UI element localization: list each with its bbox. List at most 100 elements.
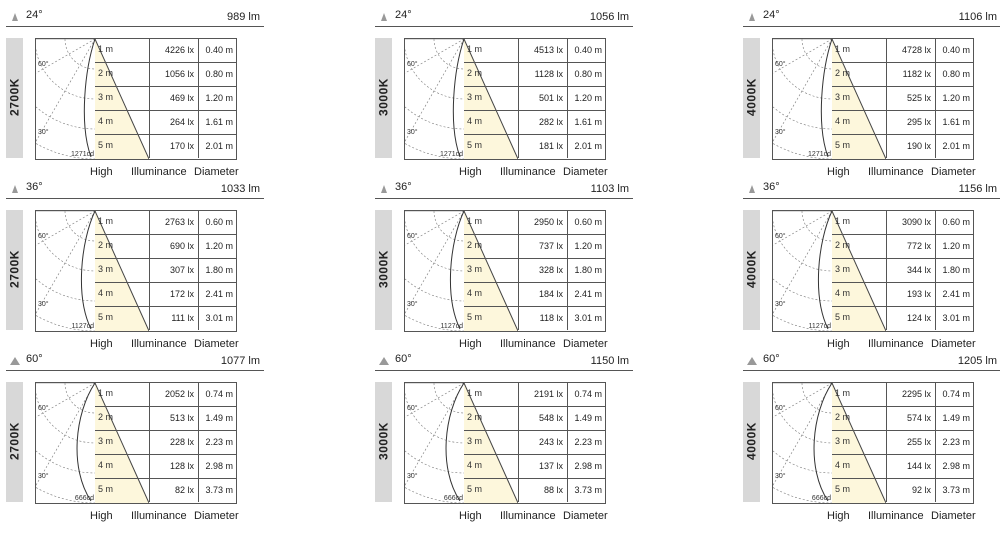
polar-diagram: 60° 30° 1271cd <box>773 39 833 159</box>
beam-panel: 24° 989 lm 2700K 60° 30° 1271cd 1 m 4226 lx 0.40… <box>6 8 268 178</box>
diameter-value: 1.49 m <box>567 407 605 430</box>
polar-diagram: 60° 30° 1127cd <box>773 211 833 331</box>
table-row: 5 m 118 lx 3.01 m <box>464 307 605 330</box>
polar-grid-ray <box>773 383 833 418</box>
illuminance-value: 737 lx <box>518 235 567 258</box>
polar-grid-arc <box>773 391 833 444</box>
panel-header: 36° 1033 lm <box>6 180 264 199</box>
table-row: 1 m 2191 lx 0.74 m <box>464 383 605 407</box>
cct-tag: 4000K <box>743 38 760 158</box>
cct-label: 4000K <box>744 250 759 288</box>
intensity-curve <box>820 39 833 158</box>
distance-label: 3 m <box>835 264 851 274</box>
table-row: 2 m 1128 lx 0.80 m <box>464 63 605 87</box>
footer-high-label: High <box>827 166 850 178</box>
table-row: 5 m 170 lx 2.01 m <box>95 135 236 158</box>
illuminance-value: 469 lx <box>149 87 198 110</box>
polar-grid-ray <box>773 39 833 74</box>
table-row: 2 m 548 lx 1.49 m <box>464 407 605 431</box>
table-row: 1 m 4513 lx 0.40 m <box>464 39 605 63</box>
diameter-value: 0.40 m <box>567 39 605 62</box>
beam-angle: 36° <box>763 181 780 193</box>
peak-intensity: 1271cd <box>71 151 94 158</box>
intensity-curve <box>449 211 465 330</box>
diameter-value: 2.23 m <box>935 431 973 454</box>
table-row: 1 m 4728 lx 0.40 m <box>832 39 973 63</box>
polar-grid-arc <box>773 487 833 503</box>
illuminance-value: 1128 lx <box>518 63 567 86</box>
beam-angle-icon <box>12 185 18 193</box>
light-cone <box>464 383 518 503</box>
diameter-value: 3.01 m <box>935 307 973 330</box>
distance-label: 4 m <box>835 116 851 126</box>
diameter-value: 1.80 m <box>198 259 236 282</box>
table-row: 3 m 255 lx 2.23 m <box>832 431 973 455</box>
panel-header: 60° 1205 lm <box>743 352 1000 371</box>
beam-angle: 60° <box>26 353 43 365</box>
peak-intensity: 1127cd <box>809 323 832 330</box>
footer-diameter-label: Diameter <box>563 338 608 350</box>
diameter-value: 1.61 m <box>935 111 973 134</box>
lumen-output: 1205 lm <box>957 355 997 367</box>
polar-grid-arc <box>36 219 96 272</box>
cone-edge <box>832 211 886 331</box>
photometric-box: 60° 30° 1127cd 1 m 2763 lx 0.60 m 2 m 690 lx 1.2… <box>35 210 237 332</box>
table-row: 4 m 172 lx 2.41 m <box>95 283 236 307</box>
table-row: 3 m 525 lx 1.20 m <box>832 87 973 111</box>
illuminance-value: 4513 lx <box>518 39 567 62</box>
lumen-output: 1056 lm <box>589 11 629 23</box>
light-cone <box>95 211 149 331</box>
diameter-value: 0.74 m <box>935 383 973 406</box>
illuminance-value: 501 lx <box>518 87 567 110</box>
illuminance-value: 264 lx <box>149 111 198 134</box>
table-row: 3 m 501 lx 1.20 m <box>464 87 605 111</box>
beam-panel: 60° 1150 lm 3000K 60° 30° 666cd 1 m 2191 lx 0.74… <box>375 352 637 522</box>
polar-grid-ray <box>36 211 96 314</box>
cone-edge <box>95 39 149 159</box>
illuminance-value: 772 lx <box>886 235 935 258</box>
illuminance-value: 4728 lx <box>886 39 935 62</box>
table-row: 4 m 144 lx 2.98 m <box>832 455 973 479</box>
beam-panel: 36° 1156 lm 4000K 60° 30° 1127cd 1 m 3090 lx 0.6… <box>743 180 1000 350</box>
panel-header: 60° 1150 lm <box>375 352 633 371</box>
polar-angle-label: 30° <box>407 300 418 308</box>
diameter-value: 0.40 m <box>935 39 973 62</box>
diameter-value: 3.73 m <box>567 479 605 502</box>
distance-label: 5 m <box>467 484 483 494</box>
illuminance-value: 137 lx <box>518 455 567 478</box>
diameter-value: 0.74 m <box>567 383 605 406</box>
beam-panel: 60° 1077 lm 2700K 60° 30° 666cd 1 m 2052 lx 0.74… <box>6 352 268 522</box>
diameter-value: 2.98 m <box>198 455 236 478</box>
footer-diameter-label: Diameter <box>931 338 976 350</box>
distance-label: 3 m <box>467 436 483 446</box>
illuminance-value: 574 lx <box>886 407 935 430</box>
distance-label: 5 m <box>467 140 483 150</box>
lumen-output: 1156 lm <box>958 183 997 195</box>
distance-label: 2 m <box>98 240 114 250</box>
diameter-value: 1.61 m <box>198 111 236 134</box>
diameter-value: 1.20 m <box>567 87 605 110</box>
table-row: 2 m 1056 lx 0.80 m <box>95 63 236 87</box>
diameter-value: 3.73 m <box>198 479 236 502</box>
cct-tag: 4000K <box>743 210 760 330</box>
footer-high-label: High <box>459 166 482 178</box>
table-row: 5 m 190 lx 2.01 m <box>832 135 973 158</box>
polar-grid-arc <box>405 106 465 130</box>
distance-label: 1 m <box>835 388 851 398</box>
footer-illuminance-label: Illuminance <box>868 166 924 178</box>
polar-angle-label: 60° <box>775 60 786 68</box>
beam-panel: 24° 1056 lm 3000K 60° 30° 1271cd 1 m 4513 lx 0.4… <box>375 8 637 178</box>
illuminance-value: 255 lx <box>886 431 935 454</box>
diameter-value: 2.41 m <box>935 283 973 306</box>
diameter-value: 2.23 m <box>198 431 236 454</box>
polar-diagram: 60° 30° 666cd <box>36 383 96 503</box>
illuminance-value: 2950 lx <box>518 211 567 234</box>
polar-grid-arc <box>405 315 465 331</box>
distance-label: 3 m <box>835 92 851 102</box>
cct-label: 4000K <box>744 78 759 116</box>
diameter-value: 2.41 m <box>567 283 605 306</box>
diameter-value: 1.20 m <box>198 235 236 258</box>
polar-grid-ray <box>36 383 96 418</box>
illuminance-value: 82 lx <box>149 479 198 502</box>
diameter-value: 1.61 m <box>567 111 605 134</box>
